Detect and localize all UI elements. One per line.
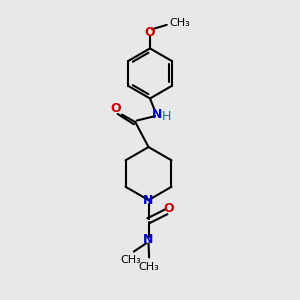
- Text: CH₃: CH₃: [139, 262, 160, 272]
- Text: H: H: [162, 110, 172, 123]
- Text: O: O: [111, 102, 122, 115]
- Text: N: N: [152, 108, 163, 121]
- Text: N: N: [143, 233, 154, 246]
- Text: O: O: [164, 202, 175, 215]
- Text: O: O: [145, 26, 155, 39]
- Text: CH₃: CH₃: [121, 255, 141, 266]
- Text: CH₃: CH₃: [170, 18, 190, 28]
- Text: N: N: [143, 194, 154, 207]
